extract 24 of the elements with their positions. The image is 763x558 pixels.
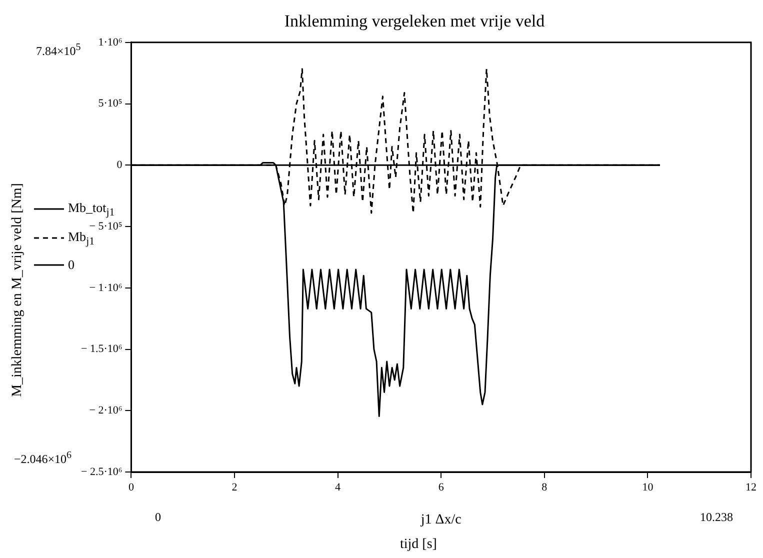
- y-tick-label: − 2.5·10⁶: [81, 466, 122, 478]
- y-tick-label: − 1.5·10⁶: [81, 343, 122, 356]
- legend-label: Mb_tot$_{j1}$: [68, 200, 115, 219]
- y-tick-label: − 1·10⁶: [89, 282, 122, 294]
- y-tick-label: 1·10⁶: [98, 36, 122, 48]
- x-tick-label: 4: [335, 481, 342, 494]
- chart-title: Inklemming vergeleken met vrije veld: [284, 12, 546, 31]
- x-tick-label: 6: [438, 481, 444, 494]
- text: 7.84×10$^{5}$: [36, 42, 81, 59]
- y-axis-title: M_inklemming en M_vrije veld [Nm]: [10, 183, 26, 397]
- text: tijd [s]: [400, 537, 437, 553]
- y-tick-label: 5·10⁵: [98, 98, 122, 110]
- y-tick-label: 0: [116, 159, 123, 172]
- x-tick-label: 2: [232, 481, 238, 494]
- y-tick-label: − 2·10⁶: [89, 404, 122, 417]
- x-tick-label: 0: [128, 481, 134, 494]
- text: 0: [155, 510, 161, 525]
- x-tick-label: 10: [642, 481, 654, 494]
- x-tick-label: 12: [746, 481, 756, 494]
- legend-label: 0: [68, 257, 74, 274]
- x-tick-label: 8: [542, 481, 548, 494]
- text: −2.046×10$^{6}$: [14, 450, 72, 467]
- text: 10.238: [700, 510, 733, 525]
- x-axis-title: j1 Δx/c: [420, 512, 462, 528]
